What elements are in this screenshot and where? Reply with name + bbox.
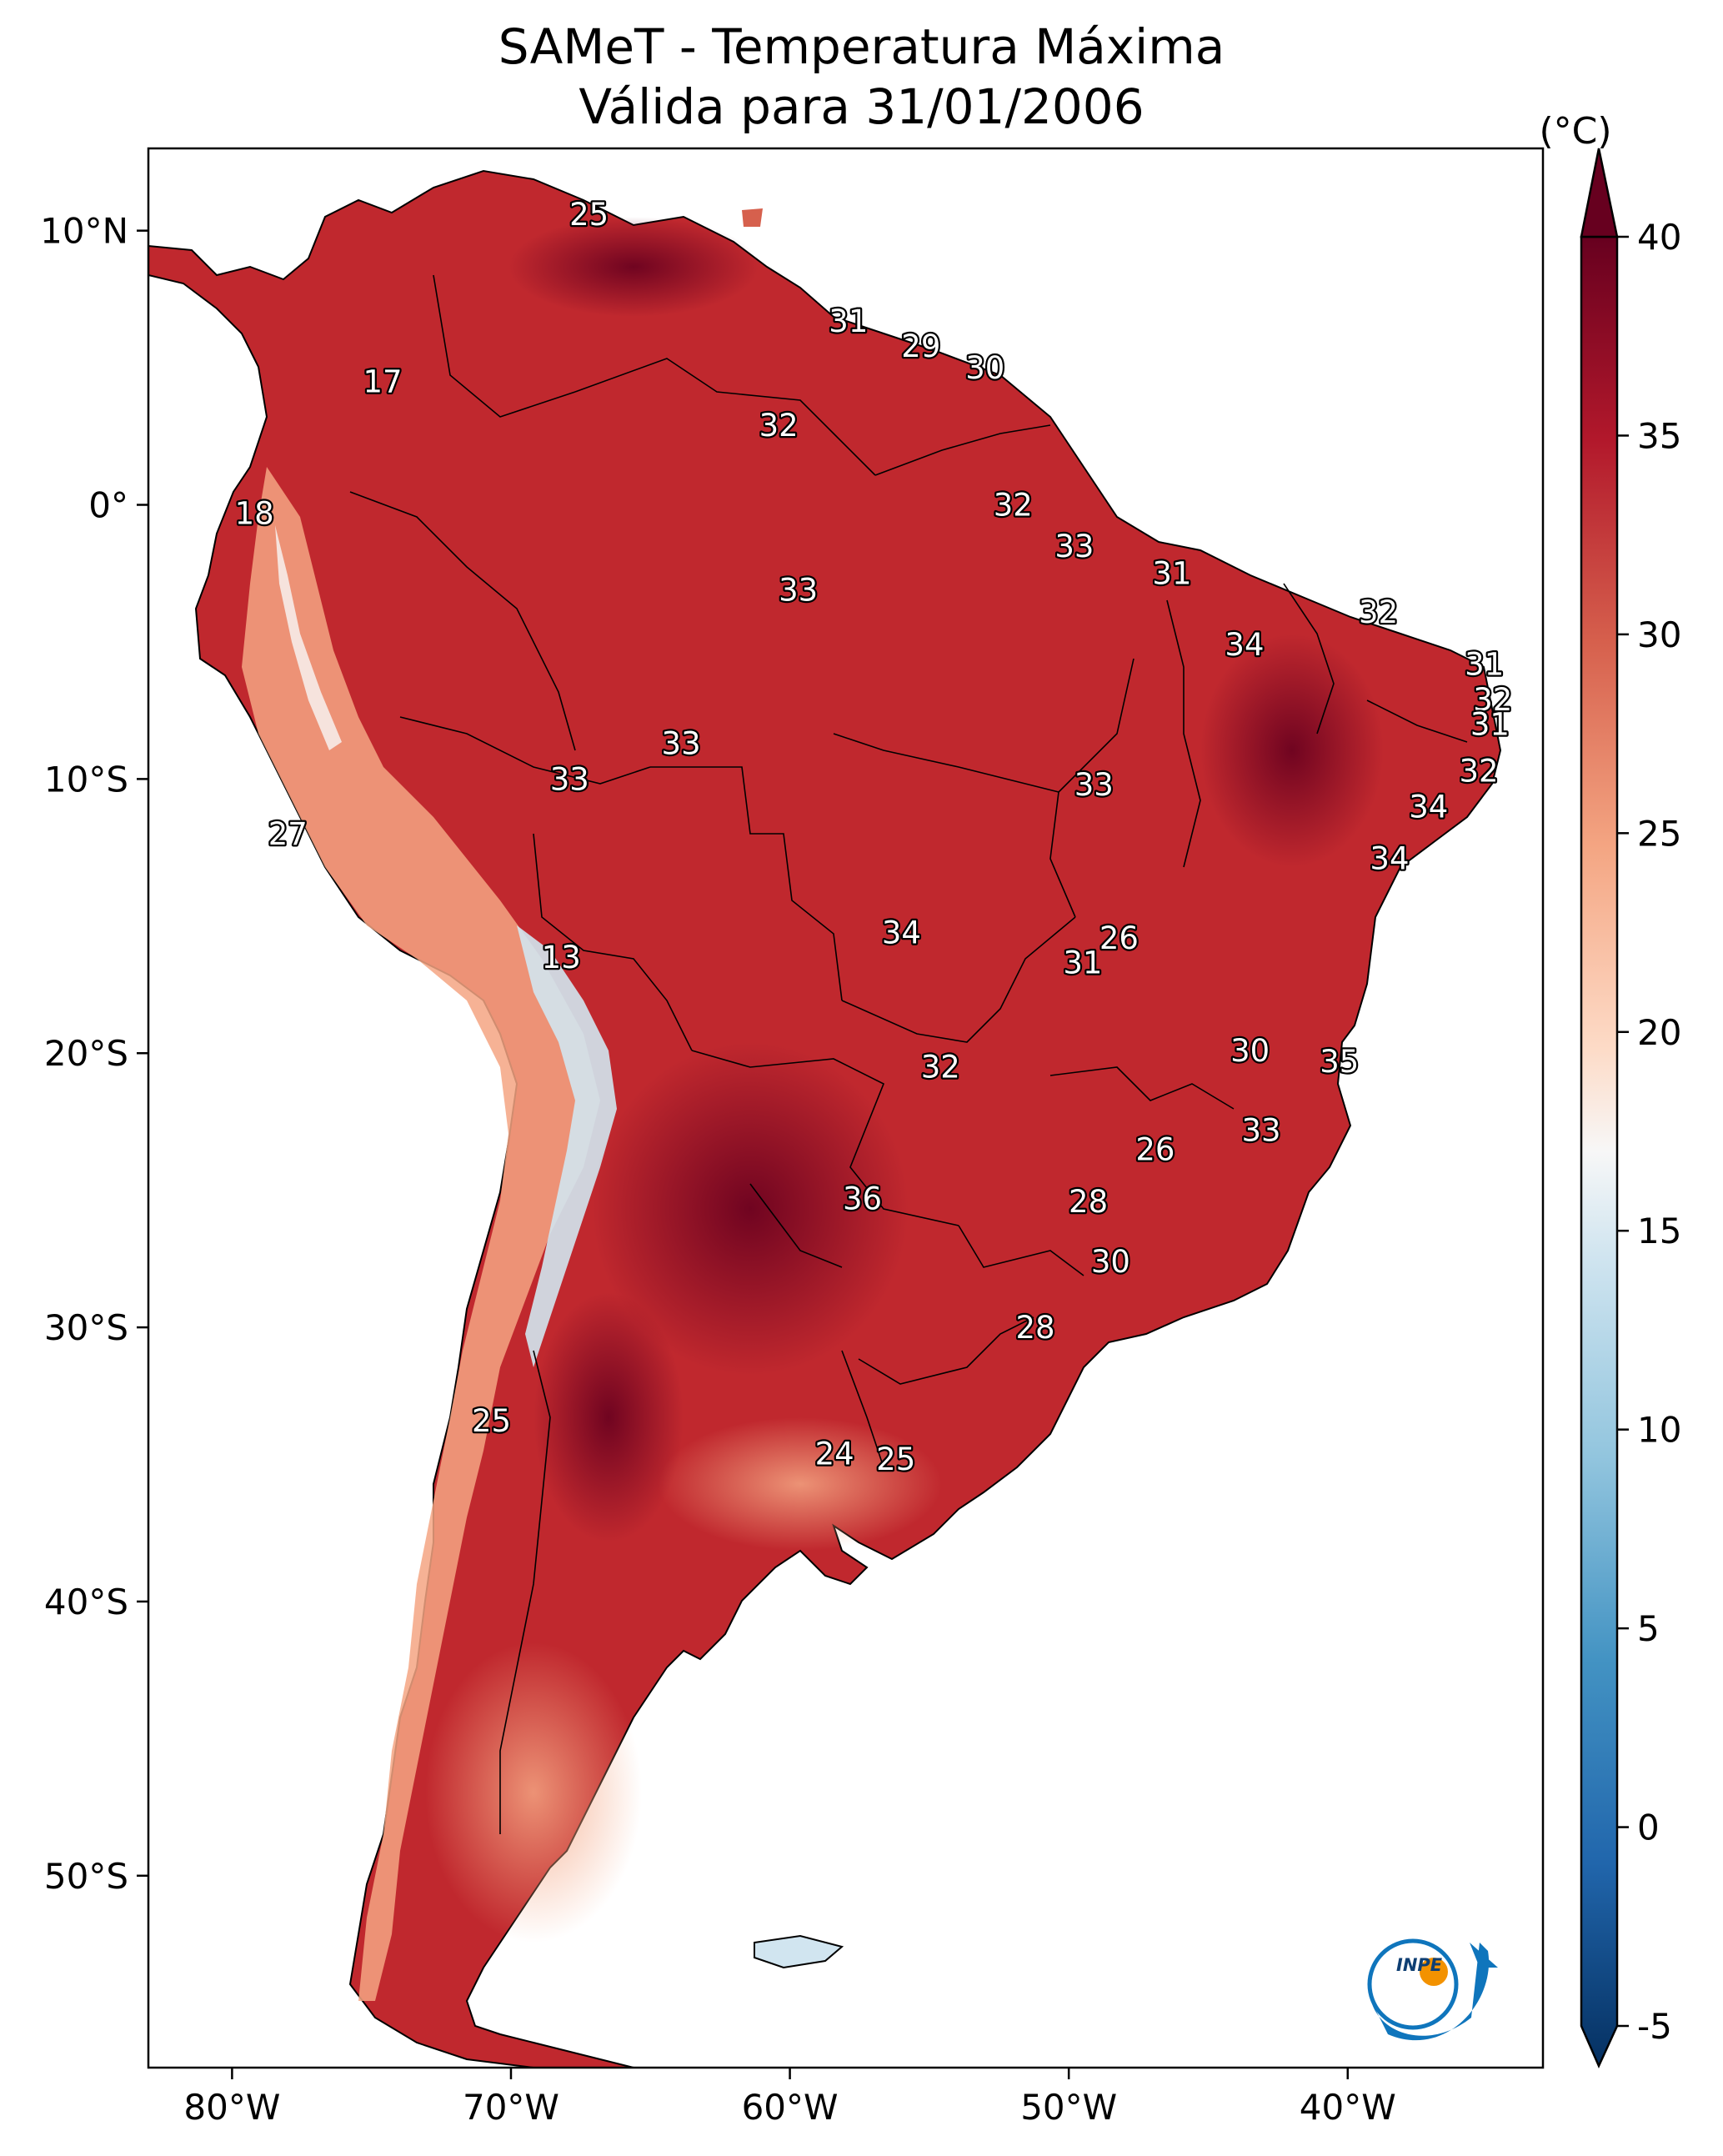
station-value-label: 31	[829, 303, 868, 339]
trinidad-island	[742, 208, 763, 227]
station-value-label: 34	[1370, 841, 1409, 877]
station-value-label: 29	[901, 328, 940, 364]
hot-core-northeast	[1200, 634, 1384, 867]
station-value-label: 31	[1465, 646, 1504, 682]
station-value-label: 31	[1470, 707, 1510, 743]
station-value-label: 32	[759, 408, 799, 444]
station-value-label: 26	[1135, 1131, 1175, 1167]
y-tick-label: 0°	[88, 485, 128, 526]
y-tick-label: 30°S	[44, 1307, 128, 1348]
station-value-label: 31	[1152, 556, 1191, 592]
station-value-label: 25	[569, 197, 609, 233]
map-title: SAMeT - Temperatura Máxima	[498, 18, 1225, 75]
station-value-label: 32	[1473, 682, 1512, 718]
title-block: SAMeT - Temperatura Máxima Válida para 3…	[0, 17, 1723, 137]
station-value-label: 30	[965, 350, 1004, 386]
station-value-label: 32	[1459, 754, 1498, 790]
station-value-label: 17	[363, 364, 403, 400]
station-value-label: 33	[1074, 767, 1114, 803]
x-tick-label: 60°W	[742, 2087, 839, 2128]
station-value-label: 34	[1225, 627, 1264, 663]
colorbar-tick-label: 40	[1637, 217, 1681, 258]
station-value-label: 33	[662, 726, 701, 762]
colorbar-tick-label: 25	[1637, 813, 1681, 854]
station-value-label: 28	[1015, 1310, 1054, 1346]
x-tick-label: 70°W	[463, 2087, 559, 2128]
station-value-label: 33	[1242, 1112, 1281, 1148]
station-value-label: 33	[779, 572, 818, 608]
colorbar-tick-label: 10	[1637, 1410, 1681, 1451]
map-frame	[147, 147, 1545, 2069]
x-tick-label: 80°W	[183, 2087, 280, 2128]
station-value-label: 24	[815, 1436, 854, 1472]
colorbar-body	[1580, 235, 1619, 2069]
station-value-label: 26	[1099, 920, 1139, 956]
cool-patagonia	[425, 1642, 642, 1943]
colorbar: (°C) -5 0 5 10 15 20 25 30 35 40	[1539, 110, 1681, 2069]
station-value-label: 34	[1409, 789, 1448, 825]
hot-core-west-argentina	[533, 1292, 684, 1542]
colorbar-tick-label: 15	[1637, 1211, 1681, 1251]
country-borders	[349, 274, 1468, 1834]
colorbar-tick-label: 5	[1637, 1608, 1660, 1649]
colorbar-tick-label: -5	[1637, 2006, 1672, 2047]
inpe-logo-text: INPE	[1396, 1955, 1443, 1975]
station-value-label: 32	[994, 488, 1033, 524]
x-tick-label: 50°W	[1020, 2087, 1117, 2128]
land-layer	[148, 169, 1502, 2068]
station-value-label: 25	[876, 1442, 915, 1477]
station-value-label: 33	[550, 761, 589, 797]
station-value-label: 31	[1063, 945, 1102, 981]
y-tick-label: 10°S	[44, 759, 128, 800]
inpe-logo: INPE	[1367, 1938, 1498, 2041]
hot-core-venezuela	[508, 217, 759, 317]
colorbar-top-extension	[1580, 148, 1619, 238]
y-tick-label: 20°S	[44, 1033, 128, 1074]
station-value-label: 28	[1069, 1184, 1108, 1220]
station-value-label: 32	[921, 1050, 960, 1086]
cool-pampas	[659, 1417, 942, 1551]
y-tick-label: 50°S	[44, 1856, 128, 1897]
inpe-logo-orbit	[1367, 1938, 1459, 2030]
colorbar-tick-label: 20	[1637, 1012, 1681, 1053]
station-value-label: 25	[472, 1403, 511, 1439]
colorbar-tick-label: 30	[1637, 614, 1681, 655]
andes-cool-band	[242, 467, 600, 2001]
station-value-label: 30	[1230, 1033, 1270, 1069]
axis-ticks: 80°W 70°W 60°W 50°W 40°W 10°N 0° 10°S 20°S 30°S 40…	[40, 211, 1396, 2128]
station-value-label: 35	[1320, 1044, 1359, 1080]
y-tick-label: 10°N	[40, 211, 128, 252]
falkland-islands	[754, 1934, 844, 1969]
station-value-label: 33	[1054, 529, 1094, 564]
y-tick-label: 40°S	[44, 1582, 128, 1622]
colorbar-tick-label: 35	[1637, 415, 1681, 456]
station-value-label: 32	[1359, 594, 1398, 630]
colorbar-ticks: -5 0 5 10 15 20 25 30 35 40	[1617, 217, 1681, 2047]
colorbar-unit: (°C)	[1539, 110, 1611, 153]
station-value-label: 34	[882, 915, 921, 951]
inpe-logo-swoosh	[1371, 1943, 1495, 2041]
station-value-label: 13	[542, 940, 581, 975]
inpe-logo-arrow-icon	[1470, 1943, 1498, 1968]
colorbar-tick-label: 0	[1637, 1808, 1660, 1848]
station-value-label: 36	[843, 1181, 882, 1217]
altiplano-cold-band	[517, 925, 617, 1367]
station-value-label: 27	[268, 816, 308, 852]
x-tick-label: 40°W	[1300, 2087, 1396, 2128]
inpe-logo-sun	[1420, 1958, 1448, 1986]
hot-core-chaco	[592, 1042, 909, 1376]
andes-north-cold-band	[275, 525, 342, 750]
map-subtitle: Válida para 31/01/2006	[579, 78, 1144, 135]
station-value-label: 30	[1091, 1244, 1130, 1280]
station-value-label: 18	[235, 495, 274, 531]
